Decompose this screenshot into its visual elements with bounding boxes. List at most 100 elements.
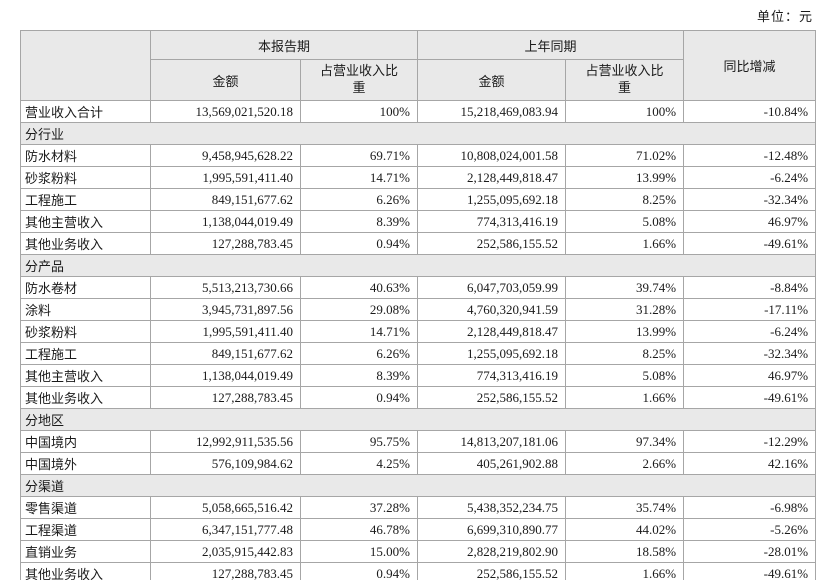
table-row: 砂浆粉料 1,995,591,411.40 14.71% 2,128,449,818.… <box>20 320 817 343</box>
prior-ratio-cell: 8.25% <box>565 188 685 211</box>
current-ratio-cell: 4.25% <box>299 452 419 475</box>
yoy-change-cell: -6.98% <box>683 496 817 519</box>
row-label: 其他业务收入 <box>20 562 151 580</box>
current-period-header: 本报告期 <box>149 30 419 60</box>
yoy-change-cell: -6.24% <box>683 166 817 189</box>
yoy-change-cell: -49.61% <box>683 232 817 255</box>
yoy-change-cell: -12.29% <box>683 430 817 453</box>
current-amount-cell: 127,288,783.45 <box>150 386 301 409</box>
prior-amount-cell: 2,828,219,802.90 <box>417 540 567 563</box>
section-label: 分行业 <box>19 122 817 145</box>
current-amount-cell: 3,945,731,897.56 <box>150 298 301 321</box>
current-amount-cell: 849,151,677.62 <box>150 342 301 365</box>
section-row: 分地区 <box>19 408 817 431</box>
current-amount-cell: 5,058,665,516.42 <box>150 496 301 519</box>
yoy-change-cell: 46.97% <box>683 210 817 233</box>
current-ratio-cell: 14.71% <box>299 166 419 189</box>
current-ratio-cell: 0.94% <box>299 562 419 580</box>
row-label: 零售渠道 <box>20 496 151 519</box>
current-ratio-cell: 6.26% <box>299 342 419 365</box>
prior-ratio-cell: 39.74% <box>565 276 685 299</box>
current-amount-cell: 1,995,591,411.40 <box>150 166 301 189</box>
current-ratio-cell: 14.71% <box>299 320 419 343</box>
prior-amount-cell: 5,438,352,234.75 <box>417 496 567 519</box>
current-amount-cell: 13,569,021,520.18 <box>150 100 301 123</box>
amount-header-prior: 金额 <box>417 59 567 101</box>
yoy-change-cell: -49.61% <box>683 562 817 580</box>
prior-amount-cell: 2,128,449,818.47 <box>417 320 567 343</box>
row-label: 工程渠道 <box>20 518 151 541</box>
table-row: 营业收入合计 13,569,021,520.18 100% 15,218,469,08… <box>20 100 817 123</box>
ratio-header-current: 占营业收入比重 <box>299 59 419 101</box>
current-amount-cell: 1,995,591,411.40 <box>150 320 301 343</box>
table-row: 防水材料 9,458,945,628.22 69.71% 10,808,024,001… <box>20 144 817 167</box>
prior-ratio-cell: 97.34% <box>565 430 685 453</box>
table-row: 涂料 3,945,731,897.56 29.08% 4,760,320,941.59… <box>20 298 817 321</box>
row-label: 直销业务 <box>20 540 151 563</box>
prior-ratio-cell: 13.99% <box>565 166 685 189</box>
row-label: 营业收入合计 <box>20 100 151 123</box>
table-row: 中国境外 576,109,984.62 4.25% 405,261,902.88 2.6… <box>20 452 817 475</box>
yoy-change-cell: -17.11% <box>683 298 817 321</box>
table-row: 中国境内 12,992,911,535.56 95.75% 14,813,207,18… <box>20 430 817 453</box>
yoy-change-cell: 42.16% <box>683 452 817 475</box>
prior-amount-cell: 252,586,155.52 <box>417 232 567 255</box>
row-label: 中国境内 <box>20 430 151 453</box>
prior-amount-cell: 252,586,155.52 <box>417 562 567 580</box>
prior-amount-cell: 1,255,095,692.18 <box>417 188 567 211</box>
prior-ratio-cell: 1.66% <box>565 386 685 409</box>
table-row: 工程施工 849,151,677.62 6.26% 1,255,095,692.18 8… <box>20 188 817 211</box>
prior-ratio-cell: 5.08% <box>565 210 685 233</box>
ratio-header-prior: 占营业收入比重 <box>565 59 685 101</box>
table-row: 其他业务收入 127,288,783.45 0.94% 252,586,155.52 1… <box>20 386 817 409</box>
prior-ratio-cell: 13.99% <box>565 320 685 343</box>
current-ratio-cell: 8.39% <box>299 364 419 387</box>
prior-ratio-cell: 2.66% <box>565 452 685 475</box>
prior-ratio-cell: 100% <box>565 100 685 123</box>
prior-amount-cell: 6,047,703,059.99 <box>417 276 567 299</box>
section-row: 分产品 <box>19 254 817 277</box>
yoy-change-cell: -49.61% <box>683 386 817 409</box>
current-ratio-cell: 29.08% <box>299 298 419 321</box>
table-row: 直销业务 2,035,915,442.83 15.00% 2,828,219,802.… <box>20 540 817 563</box>
row-label: 中国境外 <box>20 452 151 475</box>
current-amount-cell: 576,109,984.62 <box>150 452 301 475</box>
current-ratio-cell: 15.00% <box>299 540 419 563</box>
section-label: 分渠道 <box>19 474 817 497</box>
prior-ratio-cell: 5.08% <box>565 364 685 387</box>
prior-ratio-cell: 1.66% <box>565 232 685 255</box>
table-row: 其他主营收入 1,138,044,019.49 8.39% 774,313,416.1… <box>20 364 817 387</box>
unit-label: 单位：元 <box>756 9 813 24</box>
current-ratio-cell: 0.94% <box>299 232 419 255</box>
ratio-header-current-text: 占营业收入比重 <box>319 63 398 95</box>
prior-amount-cell: 774,313,416.19 <box>417 210 567 233</box>
table-row: 其他业务收入 127,288,783.45 0.94% 252,586,155.52 1… <box>20 562 817 580</box>
current-ratio-cell: 37.28% <box>299 496 419 519</box>
current-ratio-cell: 6.26% <box>299 188 419 211</box>
prior-period-header: 上年同期 <box>417 30 685 60</box>
yoy-change-cell: -8.84% <box>683 276 817 299</box>
prior-amount-cell: 774,313,416.19 <box>417 364 567 387</box>
prior-ratio-cell: 8.25% <box>565 342 685 365</box>
table-header: 本报告期 上年同期 同比增减 金额 占营业收入比重 金额 占营业收入比重 <box>20 30 817 101</box>
revenue-breakdown-table: 本报告期 上年同期 同比增减 金额 占营业收入比重 金额 占营业收入比重 营业收… <box>19 30 817 580</box>
row-label: 工程施工 <box>20 342 151 365</box>
current-amount-cell: 127,288,783.45 <box>150 562 301 580</box>
current-amount-cell: 1,138,044,019.49 <box>150 364 301 387</box>
table-row: 工程渠道 6,347,151,777.48 46.78% 6,699,310,890.… <box>20 518 817 541</box>
prior-amount-cell: 405,261,902.88 <box>417 452 567 475</box>
current-ratio-cell: 69.71% <box>299 144 419 167</box>
prior-amount-cell: 14,813,207,181.06 <box>417 430 567 453</box>
corner-cell <box>20 30 151 101</box>
current-amount-cell: 6,347,151,777.48 <box>150 518 301 541</box>
table-row: 工程施工 849,151,677.62 6.26% 1,255,095,692.18 8… <box>20 342 817 365</box>
current-amount-cell: 9,458,945,628.22 <box>150 144 301 167</box>
yoy-change-cell: -6.24% <box>683 320 817 343</box>
prior-amount-cell: 4,760,320,941.59 <box>417 298 567 321</box>
prior-amount-cell: 6,699,310,890.77 <box>417 518 567 541</box>
table-row: 砂浆粉料 1,995,591,411.40 14.71% 2,128,449,818.… <box>20 166 817 189</box>
prior-ratio-cell: 44.02% <box>565 518 685 541</box>
row-label: 砂浆粉料 <box>20 320 151 343</box>
yoy-change-cell: 46.97% <box>683 364 817 387</box>
